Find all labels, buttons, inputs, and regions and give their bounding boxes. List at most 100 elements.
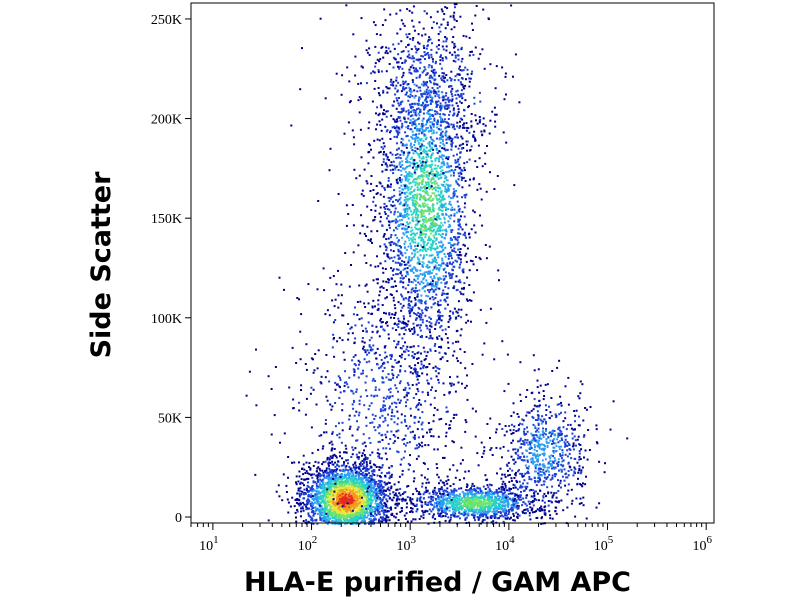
scatter-event-dot	[430, 254, 433, 257]
scatter-event-dot	[431, 261, 434, 264]
scatter-event-dot	[373, 218, 376, 221]
density-dots-layer	[245, 3, 629, 525]
scatter-event-dot	[471, 363, 474, 365]
scatter-event-dot	[373, 516, 376, 519]
scatter-event-dot	[300, 478, 303, 481]
scatter-event-dot	[454, 236, 457, 239]
scatter-event-dot	[435, 149, 438, 151]
scatter-event-dot	[328, 474, 331, 477]
scatter-event-dot	[431, 516, 434, 519]
scatter-event-dot	[378, 212, 381, 215]
scatter-event-dot	[378, 502, 381, 505]
scatter-event-dot	[343, 451, 345, 454]
scatter-event-dot	[400, 107, 403, 110]
scatter-event-dot	[382, 147, 385, 150]
scatter-event-dot	[391, 164, 394, 167]
scatter-event-dot	[349, 489, 352, 492]
scatter-event-dot	[465, 260, 468, 263]
scatter-event-dot	[420, 294, 423, 297]
scatter-event-dot	[367, 500, 370, 503]
scatter-event-dot	[406, 199, 409, 202]
scatter-event-dot	[428, 188, 431, 190]
scatter-event-dot	[457, 308, 460, 311]
scatter-event-dot	[303, 484, 305, 487]
scatter-event-dot	[437, 229, 440, 232]
scatter-event-dot	[423, 254, 426, 257]
scatter-event-dot	[428, 174, 430, 177]
scatter-event-dot	[443, 292, 446, 295]
scatter-event-dot	[285, 484, 288, 487]
scatter-event-dot	[447, 287, 450, 290]
scatter-event-dot	[449, 217, 452, 220]
scatter-event-dot	[434, 343, 437, 345]
scatter-event-dot	[342, 497, 344, 500]
scatter-event-dot	[444, 282, 447, 285]
scatter-event-dot	[394, 127, 396, 129]
scatter-event-dot	[435, 242, 438, 245]
scatter-event-dot	[347, 469, 350, 472]
scatter-event-dot	[453, 46, 455, 49]
scatter-event-dot	[423, 205, 426, 208]
scatter-event-dot	[357, 507, 360, 509]
scatter-event-dot	[383, 211, 386, 213]
scatter-event-dot	[311, 486, 313, 489]
scatter-event-dot	[411, 173, 414, 176]
scatter-event-dot	[390, 476, 393, 478]
scatter-event-dot	[356, 506, 359, 509]
scatter-event-dot	[398, 333, 401, 336]
scatter-event-dot	[426, 160, 429, 163]
scatter-event-dot	[331, 495, 334, 498]
scatter-event-dot	[470, 113, 473, 115]
scatter-event-dot	[417, 299, 420, 302]
scatter-event-dot	[365, 511, 368, 514]
scatter-event-dot	[419, 403, 422, 406]
scatter-event-dot	[458, 65, 461, 68]
scatter-event-dot	[403, 514, 406, 517]
scatter-event-dot	[374, 216, 377, 218]
scatter-event-dot	[321, 499, 324, 502]
scatter-event-dot	[397, 519, 400, 521]
scatter-event-dot	[441, 259, 444, 262]
scatter-event-dot	[374, 305, 376, 308]
scatter-event-dot	[415, 119, 418, 122]
scatter-event-dot	[402, 315, 405, 318]
scatter-event-dot	[445, 292, 448, 295]
scatter-event-dot	[369, 484, 372, 487]
scatter-event-dot	[425, 136, 428, 139]
scatter-event-dot	[306, 484, 309, 487]
scatter-event-dot	[294, 499, 297, 501]
scatter-event-dot	[428, 492, 431, 495]
scatter-event-dot	[489, 171, 491, 174]
scatter-event-dot	[423, 144, 426, 147]
scatter-event-dot	[430, 246, 433, 249]
scatter-event-dot	[421, 127, 424, 130]
scatter-event-dot	[304, 472, 307, 474]
scatter-event-dot	[423, 221, 426, 224]
scatter-event-dot	[335, 500, 338, 503]
scatter-event-dot	[434, 186, 437, 189]
scatter-event-dot	[356, 489, 359, 492]
scatter-event-dot	[401, 214, 404, 217]
scatter-event-dot	[448, 252, 451, 255]
scatter-event-dot	[420, 324, 422, 327]
scatter-event-dot	[314, 494, 317, 497]
scatter-event-dot	[340, 504, 343, 507]
scatter-event-dot	[314, 510, 317, 512]
scatter-event-dot	[455, 275, 458, 278]
scatter-event-dot	[458, 251, 461, 254]
scatter-event-dot	[424, 186, 427, 189]
scatter-event-dot	[445, 502, 448, 505]
scatter-event-dot	[323, 500, 326, 503]
scatter-event-dot	[409, 119, 412, 122]
scatter-event-dot	[327, 501, 330, 504]
scatter-event-dot	[278, 495, 281, 498]
scatter-event-dot	[459, 232, 462, 235]
scatter-event-dot	[429, 281, 432, 284]
scatter-event-dot	[317, 461, 320, 464]
scatter-event-dot	[322, 492, 325, 495]
scatter-event-dot	[457, 136, 459, 139]
scatter-event-dot	[378, 335, 381, 338]
scatter-event-dot	[331, 509, 334, 512]
scatter-event-dot	[420, 137, 423, 140]
scatter-event-dot	[423, 274, 426, 276]
